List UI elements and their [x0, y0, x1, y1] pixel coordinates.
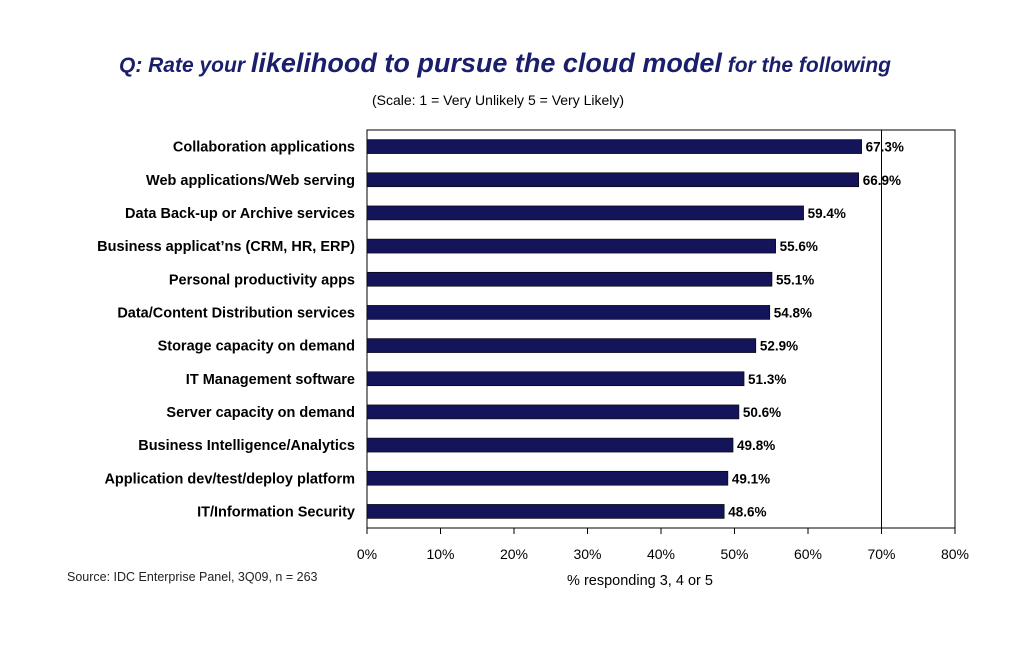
bar: [366, 139, 862, 154]
category-label: Business Intelligence/Analytics: [138, 438, 355, 454]
x-tick-label: 80%: [941, 546, 969, 562]
x-tick-label: 70%: [867, 546, 895, 562]
value-label: 66.9%: [863, 173, 901, 188]
category-label: Personal productivity apps: [169, 272, 355, 288]
category-label: Server capacity on demand: [166, 405, 355, 421]
value-label: 55.6%: [780, 239, 818, 254]
category-label: Data Back-up or Archive services: [125, 206, 355, 222]
value-label: 50.6%: [743, 405, 781, 420]
category-label: Collaboration applications: [173, 140, 355, 156]
value-label: 59.4%: [808, 206, 846, 221]
category-label: Web applications/Web serving: [146, 173, 355, 189]
bar: [366, 271, 773, 287]
category-label: IT/Information Security: [197, 504, 355, 520]
x-tick-label: 30%: [573, 546, 601, 562]
bar: [366, 404, 740, 420]
bar: [366, 172, 860, 188]
x-axis-title: % responding 3, 4 or 5: [567, 573, 713, 589]
bar: [366, 504, 725, 519]
source-note: Source: IDC Enterprise Panel, 3Q09, n = …: [67, 570, 318, 584]
category-label: IT Management software: [186, 372, 355, 388]
title-part-2: likelihood to pursue the cloud model: [250, 48, 722, 78]
bar: [366, 437, 734, 453]
bar: [366, 238, 776, 254]
bar: [366, 338, 757, 353]
bar: [366, 470, 729, 486]
bar: [366, 371, 745, 387]
title-part-3: for the following: [721, 54, 892, 77]
x-tick-label: 10%: [426, 546, 454, 562]
value-label: 49.8%: [737, 438, 775, 453]
value-label: 51.3%: [748, 372, 786, 387]
bar: [366, 305, 771, 320]
plot-frame: [366, 129, 956, 529]
value-label: 49.1%: [732, 471, 770, 486]
category-label: Storage capacity on demand: [158, 339, 355, 355]
chart-subtitle: (Scale: 1 = Very Unlikely 5 = Very Likel…: [371, 92, 625, 108]
value-label: 52.9%: [760, 339, 798, 354]
value-label: 55.1%: [776, 272, 814, 287]
x-tick-label: 0%: [357, 546, 377, 562]
value-label: 67.3%: [866, 140, 904, 155]
value-label: 48.6%: [728, 504, 766, 519]
category-label: Application dev/test/deploy platform: [104, 471, 355, 487]
category-label: Business applicat’ns (CRM, HR, ERP): [97, 239, 355, 255]
category-label: Data/Content Distribution services: [117, 305, 355, 321]
x-tick-label: 50%: [720, 546, 748, 562]
x-tick-label: 20%: [500, 546, 528, 562]
bar: [366, 205, 804, 221]
chart-title: Q: Rate your likelihood to pursue the cl…: [0, 48, 1010, 79]
x-tick-label: 60%: [794, 546, 822, 562]
value-label: 54.8%: [774, 305, 812, 320]
x-tick-label: 40%: [647, 546, 675, 562]
title-part-1: Q: Rate your: [118, 54, 251, 77]
